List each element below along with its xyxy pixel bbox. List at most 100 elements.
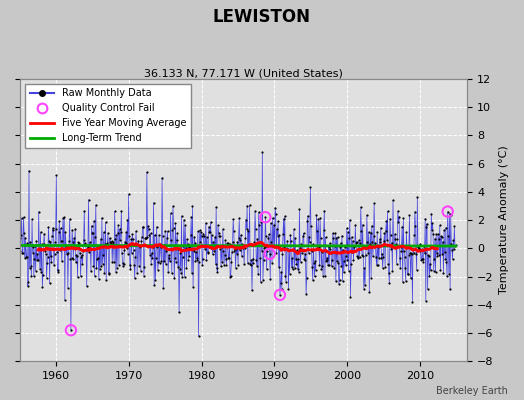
Point — [276, 292, 284, 298]
Point — [355, 237, 363, 244]
Point — [310, 260, 318, 266]
Point — [218, 258, 226, 265]
Point — [347, 234, 356, 240]
Point — [216, 245, 225, 252]
Point — [359, 285, 368, 292]
Point — [401, 278, 410, 284]
Point — [41, 247, 50, 254]
Point — [56, 246, 64, 253]
Point — [256, 279, 265, 285]
Point — [256, 254, 264, 261]
Point — [388, 240, 396, 246]
Point — [94, 255, 103, 262]
Point — [76, 250, 84, 256]
Point — [219, 226, 227, 232]
Point — [377, 255, 386, 262]
Point — [18, 250, 27, 256]
Point — [215, 233, 224, 239]
Point — [443, 273, 451, 279]
Point — [140, 264, 149, 270]
Point — [64, 284, 72, 291]
Point — [438, 251, 446, 258]
Point — [92, 202, 100, 208]
Point — [37, 269, 45, 276]
Point — [309, 241, 318, 248]
Point — [257, 218, 265, 225]
Point — [330, 264, 338, 271]
Point — [234, 235, 243, 241]
Point — [80, 208, 89, 214]
Point — [195, 227, 204, 234]
Point — [73, 253, 81, 259]
Point — [198, 233, 206, 239]
Point — [133, 270, 141, 276]
Point — [53, 267, 62, 273]
Point — [124, 250, 132, 257]
Point — [242, 226, 250, 232]
Point — [59, 215, 67, 221]
Point — [365, 229, 373, 235]
Point — [320, 207, 329, 214]
Point — [266, 251, 274, 257]
Point — [187, 232, 195, 238]
Point — [297, 259, 305, 265]
Point — [290, 264, 299, 271]
Point — [180, 274, 189, 280]
Point — [177, 270, 185, 276]
Point — [236, 237, 245, 244]
Point — [74, 240, 83, 246]
Point — [217, 263, 225, 269]
Point — [282, 246, 291, 252]
Point — [36, 266, 44, 272]
Point — [187, 214, 195, 220]
Point — [118, 260, 127, 266]
Point — [436, 266, 444, 273]
Point — [444, 233, 453, 240]
Point — [209, 251, 217, 258]
Point — [209, 239, 217, 245]
Point — [366, 240, 374, 247]
Point — [364, 250, 372, 256]
Point — [29, 244, 37, 250]
Point — [230, 228, 238, 234]
Point — [165, 254, 173, 261]
Point — [157, 244, 165, 250]
Point — [203, 249, 212, 256]
Point — [62, 243, 70, 250]
Point — [175, 309, 183, 316]
Point — [197, 229, 205, 236]
Point — [305, 239, 314, 245]
Point — [365, 289, 374, 295]
Legend: Raw Monthly Data, Quality Control Fail, Five Year Moving Average, Long-Term Tren: Raw Monthly Data, Quality Control Fail, … — [25, 84, 191, 148]
Point — [89, 230, 97, 236]
Point — [260, 245, 268, 251]
Point — [377, 224, 385, 231]
Point — [96, 236, 105, 242]
Point — [359, 253, 367, 260]
Point — [425, 273, 434, 279]
Point — [369, 253, 377, 260]
Point — [415, 246, 423, 252]
Point — [253, 235, 261, 242]
Point — [413, 194, 421, 200]
Point — [355, 254, 364, 260]
Point — [42, 274, 51, 281]
Point — [46, 280, 54, 286]
Point — [80, 237, 88, 244]
Point — [260, 244, 269, 250]
Point — [251, 208, 259, 214]
Point — [245, 202, 254, 208]
Point — [410, 231, 419, 238]
Point — [281, 272, 290, 279]
Point — [158, 174, 166, 181]
Point — [77, 253, 85, 260]
Point — [404, 271, 412, 277]
Point — [200, 246, 209, 252]
Point — [146, 230, 155, 236]
Point — [358, 221, 367, 228]
Point — [42, 251, 50, 258]
Point — [270, 244, 279, 250]
Point — [120, 247, 128, 253]
Point — [161, 261, 170, 267]
Point — [308, 248, 316, 254]
